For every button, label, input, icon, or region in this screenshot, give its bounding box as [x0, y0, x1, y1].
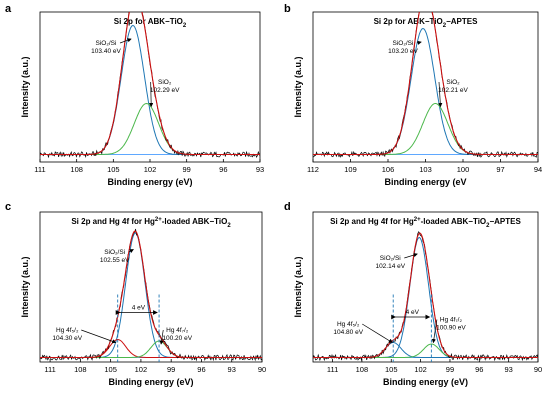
curves [313, 12, 538, 158]
x-tick-label: 102 [144, 165, 157, 174]
x-tick-label: 94 [534, 165, 542, 174]
component-series-1 [313, 103, 538, 155]
panel-c: c Si 2p and Hg 4f for Hg2+-loaded ABK−TiO… [5, 201, 266, 387]
plot-frame [312, 11, 539, 163]
x-tick-label: 111 [34, 165, 45, 174]
y-axis-label: Intensity (a.u.) [20, 56, 30, 117]
x-axis-label: Binding energy (eV) [383, 377, 468, 387]
curves [40, 12, 260, 159]
peak-annotation: SiO₂/Si 102.14 eV [375, 255, 405, 270]
x-axis-label: Binding energy (eV [384, 177, 466, 187]
component-series-2 [40, 340, 262, 358]
annotation-arrow [81, 329, 117, 344]
x-tick-label: 103 [419, 165, 432, 174]
peak-annotation: Hg 4f₇/₂ 100.20 eV [162, 327, 192, 342]
x-tick-label: 105 [385, 365, 398, 374]
span-label: 4 eV [406, 309, 420, 316]
component-series-1 [40, 338, 262, 358]
curves [313, 231, 538, 362]
span-label: 4 eV [132, 305, 146, 312]
envelope-fit-series [313, 12, 538, 156]
x-tick-label: 106 [382, 165, 395, 174]
x-tick-label: 111 [327, 365, 338, 374]
y-axis-label: Intensity (a.u.) [293, 256, 303, 317]
x-tick-label: 105 [107, 165, 120, 174]
panel-b: b Si 2p for ABK−TiO2−APTES 112 109 106 103 100… [284, 3, 542, 187]
annotation-arrow [416, 40, 422, 45]
x-tick-label: 99 [446, 365, 454, 374]
y-axis-label: Intensity (a.u.) [20, 256, 30, 317]
annotation-arrow [128, 249, 134, 254]
peak-annotation: Hg 4f₇/₂ 100.90 eV [436, 317, 466, 332]
x-tick-label: 99 [167, 365, 175, 374]
x-tick-label: 96 [219, 165, 227, 174]
x-tick-label: 97 [496, 165, 504, 174]
x-axis-label: Binding energy (eV) [108, 377, 193, 387]
peak-annotation: SiO₂ 102.29 eV [150, 79, 180, 94]
x-tick-label: 96 [197, 365, 205, 374]
x-tick-label: 102 [135, 365, 148, 374]
envelope-fit-series [313, 232, 538, 359]
x-tick-label: 109 [344, 165, 357, 174]
plot-frame [312, 211, 539, 363]
panel-letter: a [5, 3, 12, 15]
x-tick-label: 99 [182, 165, 190, 174]
peak-annotation: Hg 4f₅/₂ 104.30 eV [52, 327, 82, 342]
x-tick-label: 105 [104, 365, 117, 374]
component-series-0 [313, 236, 538, 358]
panel-letter: d [284, 201, 291, 213]
panel-title: Si 2p for ABK−TiO2 [114, 17, 187, 29]
component-series-2 [313, 343, 538, 358]
x-tick-label: 93 [256, 165, 264, 174]
annotation-arrow [119, 38, 132, 44]
x-tick-label: 108 [356, 365, 369, 374]
component-series-0 [313, 27, 538, 155]
x-tick-label: 108 [74, 365, 87, 374]
x-tick-label: 102 [414, 365, 427, 374]
annotation-arrow [438, 81, 443, 108]
panel-title: Si 2p and Hg 4f for Hg2+-loaded ABK−TiO2 [71, 217, 231, 229]
x-tick-label: 100 [457, 165, 470, 174]
annotation-arrow [159, 329, 164, 345]
annotation-arrow [149, 81, 154, 108]
x-tick-label: 112 [307, 165, 319, 174]
component-series-1 [313, 342, 538, 358]
annotation-arrow [431, 319, 438, 344]
peak-annotation: SiO₂/Si 103.20 eV [388, 40, 418, 55]
panel-letter: c [5, 201, 11, 213]
envelope-fit-series [40, 12, 260, 156]
annotation-arrow [404, 253, 418, 259]
x-tick-label: 93 [228, 365, 236, 374]
y-axis-label: Intensity (a.u.) [293, 56, 303, 117]
peak-annotation: SiO₂ 102.21 eV [438, 79, 468, 94]
x-tick-label: 90 [258, 365, 266, 374]
x-tick-label: 93 [504, 365, 512, 374]
panel-title: Si 2p and Hg 4f for Hg2+-loaded ABK−TiO2… [330, 217, 521, 229]
plot-frame [39, 211, 263, 363]
x-tick-label: 96 [475, 365, 483, 374]
panel-title: Si 2p for ABK−TiO2−APTES [374, 17, 478, 29]
peak-annotation: Hg 4f₅/₂ 104.80 eV [333, 321, 363, 336]
peak-annotation: SiO₂/Si 102.55 eV [100, 249, 130, 264]
x-tick-label: 111 [44, 365, 55, 374]
x-axis-label: Binding energy (eV) [107, 177, 192, 187]
x-tick-label: 108 [70, 165, 83, 174]
panel-letter: b [284, 3, 291, 15]
annotation-arrow [362, 323, 393, 343]
peak-annotation: SiO₂/Si 103.40 eV [91, 40, 121, 55]
panel-a: a Si 2p for ABK−TiO2 111 108 105 102 99 96 93 Bin… [5, 3, 264, 187]
x-tick-label: 90 [534, 365, 542, 374]
panel-d: d Si 2p and Hg 4f for Hg2+-loaded ABK−TiO… [284, 201, 542, 387]
